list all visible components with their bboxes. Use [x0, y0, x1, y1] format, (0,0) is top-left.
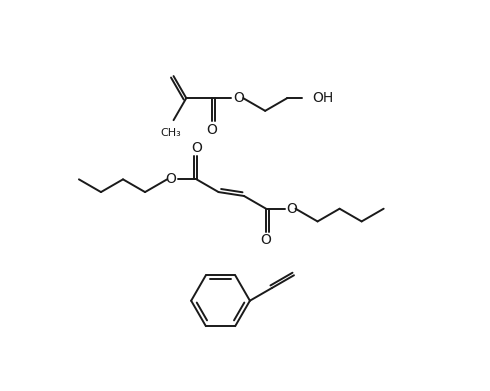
- Text: OH: OH: [312, 91, 334, 105]
- Text: CH₃: CH₃: [160, 128, 181, 138]
- Text: O: O: [286, 202, 297, 216]
- Text: O: O: [206, 123, 217, 137]
- Text: O: O: [191, 141, 202, 155]
- Text: O: O: [233, 91, 244, 105]
- Text: O: O: [261, 233, 271, 248]
- Text: O: O: [166, 172, 176, 187]
